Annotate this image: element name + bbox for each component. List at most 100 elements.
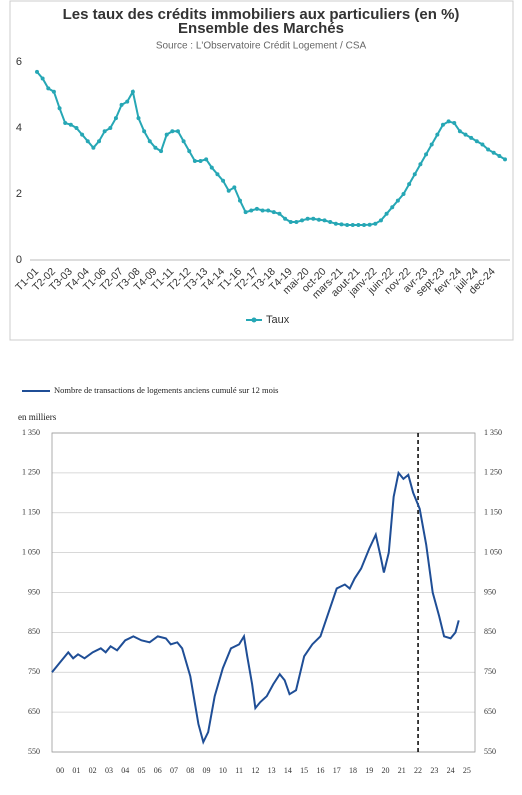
data-point (457, 129, 462, 134)
data-point (491, 150, 496, 155)
x-tick-label: 10 (219, 766, 227, 775)
data-point (300, 218, 305, 223)
x-tick-label: 11 (235, 766, 243, 775)
data-point (68, 122, 73, 127)
data-point (226, 188, 231, 193)
data-point (435, 132, 440, 137)
data-point (254, 206, 259, 211)
data-point (80, 132, 85, 137)
y-tick-label: 1 050 (22, 547, 40, 556)
x-tick-label: 08 (186, 766, 194, 775)
y2-tick-label: 1 150 (484, 508, 502, 517)
x-tick-label: 07 (170, 766, 178, 775)
x-tick-label: 17 (333, 766, 341, 775)
y-tick-label: 650 (28, 707, 40, 716)
legend-label: Nombre de transactions de logements anci… (54, 385, 279, 395)
data-point (125, 99, 130, 104)
x-tick-label: 04 (121, 766, 129, 775)
plot-frame (51, 432, 476, 753)
data-point (102, 129, 107, 134)
y-tick-label: 1 150 (22, 508, 40, 517)
data-point (497, 154, 502, 159)
data-point (316, 217, 321, 222)
data-point (395, 198, 400, 203)
data-point (418, 162, 423, 167)
chart-subtitle: Ensemble des Marchés (178, 20, 344, 37)
data-point (170, 129, 175, 134)
data-point (175, 129, 180, 134)
data-point (328, 220, 333, 225)
data-point (181, 139, 186, 144)
x-tick-label: 23 (430, 766, 438, 775)
y-tick-label: 750 (28, 667, 40, 676)
data-point (424, 152, 429, 157)
data-point (51, 89, 56, 94)
x-tick-label: 01 (72, 766, 80, 775)
y-tick-label: 0 (16, 254, 22, 266)
x-tick-label: 13 (268, 766, 276, 775)
y2-tick-label: 1 050 (484, 547, 502, 556)
data-point (204, 157, 209, 162)
y2-tick-label: 550 (484, 747, 496, 756)
data-point (260, 208, 265, 213)
x-tick-label: 21 (398, 766, 406, 775)
data-point (305, 216, 310, 221)
data-point (237, 198, 242, 203)
data-point (412, 172, 417, 177)
data-point (40, 76, 45, 81)
legend-marker (251, 317, 257, 323)
data-point (463, 132, 468, 137)
data-point (350, 223, 355, 228)
data-point (339, 222, 344, 227)
data-point (390, 205, 395, 210)
data-point (469, 135, 474, 140)
legend-label: Taux (266, 314, 290, 326)
x-tick-label: 02 (89, 766, 97, 775)
x-tick-label: 03 (105, 766, 113, 775)
data-point (159, 149, 164, 154)
chart-title: Les taux des crédits immobiliers aux par… (63, 6, 460, 23)
data-point (271, 210, 276, 215)
data-point (153, 145, 158, 150)
data-point (243, 210, 248, 215)
y-axis-label: en milliers (18, 412, 57, 422)
x-tick-label: 09 (203, 766, 211, 775)
data-point (108, 126, 113, 130)
x-tick-label: 15 (300, 766, 308, 775)
data-point (232, 185, 237, 190)
data-point (407, 182, 412, 187)
data-point (97, 139, 102, 144)
data-point (46, 86, 51, 91)
y2-tick-label: 1 250 (484, 468, 502, 477)
data-point (333, 221, 338, 226)
data-point (277, 211, 282, 216)
data-point (266, 208, 271, 213)
y-tick-label: 1 250 (22, 468, 40, 477)
data-point (164, 132, 169, 137)
data-point (215, 172, 220, 177)
x-tick-label: 18 (349, 766, 357, 775)
data-point (130, 89, 135, 94)
x-tick-label: 19 (365, 766, 373, 775)
data-point (249, 208, 254, 213)
y2-tick-label: 950 (484, 587, 496, 596)
y-tick-label: 4 (16, 122, 22, 134)
y-tick-label: 950 (28, 587, 40, 596)
x-tick-label: 16 (316, 766, 324, 775)
data-point (192, 159, 197, 163)
y-tick-label: 1 350 (22, 428, 40, 437)
x-tick-label: 00 (56, 766, 64, 775)
y2-tick-label: 850 (484, 627, 496, 636)
x-tick-label: 05 (137, 766, 145, 775)
data-point (345, 223, 350, 228)
x-tick-label: 20 (382, 766, 390, 775)
data-point (294, 220, 299, 225)
data-point (311, 216, 316, 221)
x-tick-label: 06 (154, 766, 162, 775)
data-point (356, 223, 361, 228)
x-tick-label: 12 (251, 766, 259, 775)
y-tick-label: 6 (16, 56, 22, 68)
data-point (113, 116, 118, 121)
data-point (429, 142, 434, 147)
